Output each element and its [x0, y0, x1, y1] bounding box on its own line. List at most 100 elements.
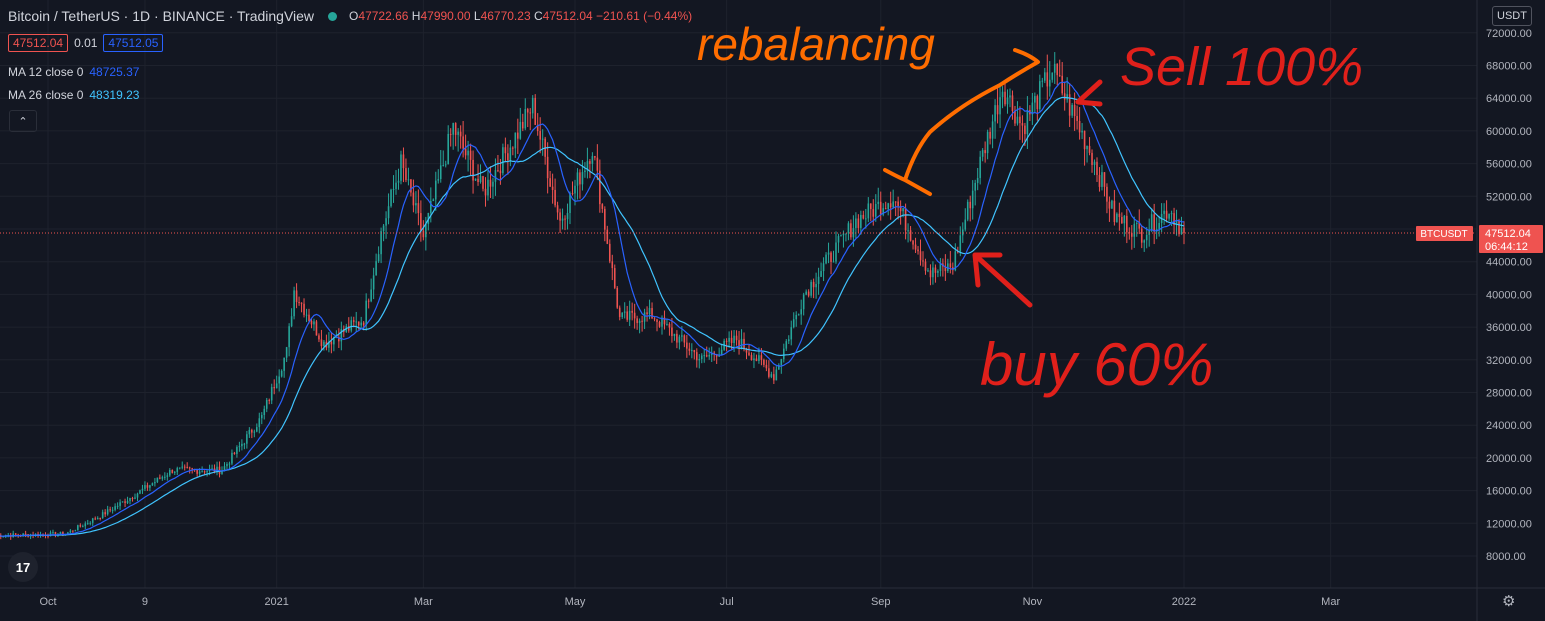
- candle-body: [621, 312, 624, 317]
- candle-body: [1016, 116, 1019, 124]
- candle-body: [989, 131, 991, 139]
- candle-body: [857, 218, 860, 228]
- candle-body: [969, 201, 972, 209]
- price-scale-bg[interactable]: [1477, 0, 1545, 588]
- candle-body: [159, 477, 161, 479]
- time-tick-label: Jul: [720, 596, 734, 608]
- candle-body: [591, 156, 594, 164]
- candle-body: [897, 201, 899, 206]
- candle-body: [1138, 222, 1141, 229]
- candle-body: [111, 509, 114, 511]
- candle-body: [1118, 213, 1121, 218]
- change-value: −210.61 (−0.44%): [596, 9, 693, 23]
- candle-body: [1123, 215, 1126, 224]
- candle-body: [181, 466, 184, 468]
- candle-body: [126, 500, 129, 503]
- candle-body: [651, 308, 653, 319]
- candle-body: [991, 121, 994, 139]
- sell-price-button[interactable]: 47512.04: [8, 34, 69, 52]
- candle-body: [176, 468, 179, 472]
- candle-body: [288, 326, 290, 348]
- ma26-legend[interactable]: MA 26 close 0 48319.23: [8, 88, 139, 102]
- candle-body: [1066, 94, 1068, 100]
- candle-body: [586, 161, 589, 171]
- candle-body: [464, 148, 467, 156]
- candle-body: [86, 523, 89, 525]
- candle-body: [695, 352, 698, 361]
- candle-body: [156, 477, 159, 483]
- candle-body: [524, 109, 527, 129]
- ma12-label: MA 12 close 0: [8, 65, 84, 79]
- candle-body: [611, 261, 614, 269]
- open-value: 47722.66: [358, 9, 409, 23]
- candle-body: [169, 469, 171, 476]
- candle-body: [917, 249, 919, 252]
- candle-body: [899, 205, 902, 212]
- candle-body: [1158, 223, 1160, 230]
- candle-body: [489, 179, 492, 187]
- bar-countdown: 06:44:12: [1485, 241, 1528, 253]
- candle-body: [1106, 186, 1108, 202]
- candle-body: [1091, 152, 1093, 165]
- candle-body: [216, 466, 218, 472]
- candle-body: [1103, 172, 1106, 187]
- candle-body: [713, 352, 715, 355]
- candle-body: [1083, 130, 1086, 150]
- candle-body: [191, 468, 193, 470]
- candle-body: [497, 170, 499, 172]
- candle-body: [579, 172, 581, 185]
- close-value: 47512.04: [542, 9, 593, 23]
- candle-body: [971, 190, 974, 209]
- candle-body: [454, 123, 457, 135]
- candle-body: [91, 518, 94, 523]
- candle-body: [1051, 72, 1054, 80]
- candle-body: [929, 270, 932, 278]
- candle-body: [233, 452, 236, 454]
- candle-body: [539, 131, 541, 140]
- candle-body: [504, 147, 507, 154]
- price-tick-label: 56000.00: [1486, 159, 1532, 171]
- candle-body: [469, 150, 472, 160]
- candle-body: [1175, 220, 1178, 225]
- candle-body: [313, 321, 315, 325]
- candle-body: [1043, 72, 1046, 81]
- candle-body: [265, 399, 268, 409]
- candle-body: [775, 369, 778, 381]
- candle-body: [705, 355, 708, 357]
- candle-body: [139, 490, 141, 494]
- symbol-title[interactable]: Bitcoin / TetherUS · 1D · BINANCE · Trad…: [8, 8, 315, 24]
- candle-body: [981, 150, 984, 157]
- candle-body: [556, 205, 559, 213]
- ma12-legend[interactable]: MA 12 close 0 48725.37: [8, 65, 139, 79]
- candle-body: [954, 251, 957, 271]
- candle-body: [666, 324, 668, 326]
- tradingview-logo[interactable]: 17: [8, 552, 38, 582]
- candle-body: [740, 338, 743, 348]
- candle-body: [765, 364, 768, 369]
- currency-button[interactable]: USDT: [1492, 6, 1532, 26]
- candle-body: [121, 501, 124, 503]
- candle-body: [268, 399, 271, 401]
- candle-body: [136, 493, 139, 498]
- candle-body: [618, 307, 621, 317]
- symbol-legend[interactable]: Bitcoin / TetherUS · 1D · BINANCE · Trad…: [8, 8, 692, 24]
- candle-body: [514, 132, 517, 149]
- candle-body: [966, 201, 969, 220]
- candle-body: [482, 176, 484, 189]
- candle-body: [1056, 63, 1059, 76]
- candle-body: [1081, 130, 1083, 133]
- candle-body: [1086, 145, 1088, 150]
- candle-body: [328, 341, 330, 348]
- gear-icon[interactable]: ⚙: [1502, 593, 1516, 610]
- candle-body: [1128, 232, 1131, 234]
- candle-body: [221, 471, 223, 474]
- buy-price-button[interactable]: 47512.05: [103, 34, 164, 52]
- candle-body: [1006, 97, 1009, 105]
- collapse-legend-button[interactable]: ⌃: [9, 110, 37, 132]
- candle-body: [402, 154, 405, 169]
- candle-body: [432, 199, 435, 202]
- ma26-label: MA 26 close 0: [8, 88, 84, 102]
- sell-text: Sell 100%: [1120, 37, 1363, 97]
- candle-body: [420, 213, 422, 231]
